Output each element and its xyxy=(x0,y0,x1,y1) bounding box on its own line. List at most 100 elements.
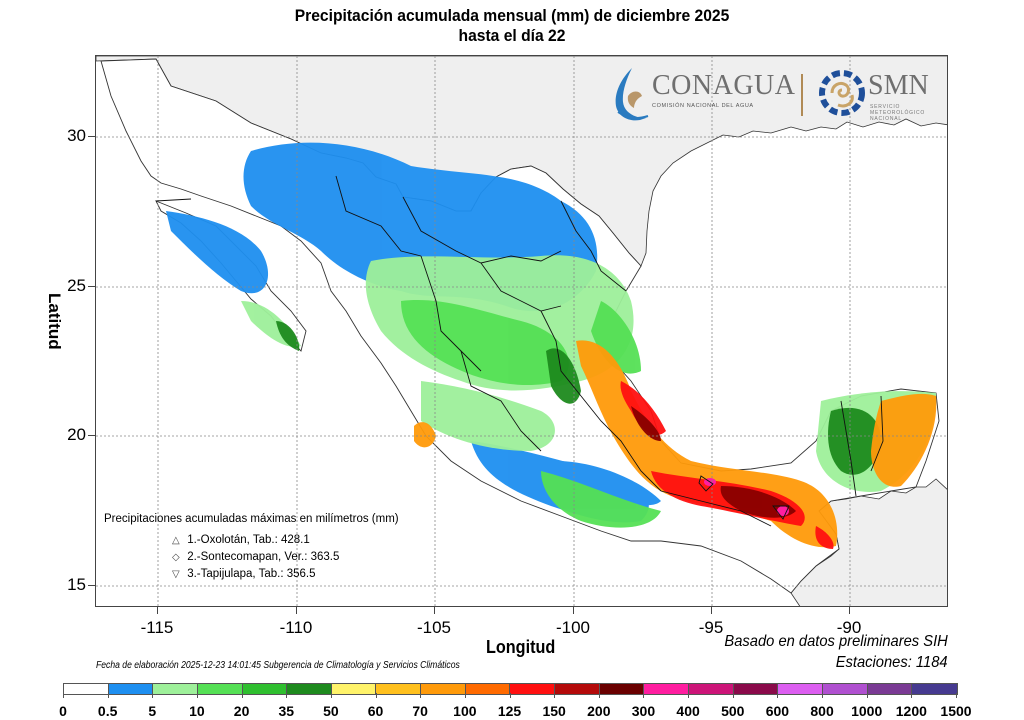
precipitation-map xyxy=(95,55,948,607)
map-gridlines xyxy=(96,56,947,606)
colorbar-tick xyxy=(911,693,913,698)
y-tick-20: 20 xyxy=(67,425,86,444)
smn-logo-icon xyxy=(819,70,865,116)
conagua-logo-icon xyxy=(615,68,649,121)
colorbar-tick xyxy=(866,693,868,698)
colorbar-tick xyxy=(509,693,511,698)
x-tick-100: -100 xyxy=(555,618,591,637)
colorbar-tick xyxy=(63,693,64,698)
colorbar-segment xyxy=(688,684,734,694)
x-tick-110: -110 xyxy=(279,618,313,637)
map-subtitle: hasta el día 22 xyxy=(458,26,566,45)
colorbar-segment xyxy=(555,684,600,694)
colorbar-label: 600 xyxy=(765,703,790,719)
colorbar-tick xyxy=(420,693,422,698)
triangle-up-icon: △ xyxy=(172,535,180,546)
smn-wordmark: SMN xyxy=(868,70,929,101)
x-tick-105: -105 xyxy=(416,618,452,637)
x-tick-mark xyxy=(296,607,297,614)
colorbar-segment xyxy=(599,684,645,694)
smn-subtitle-line2: METEOROLÓGICO xyxy=(870,110,926,116)
smn-subtitle: SERVICIO METEOROLÓGICO NACIONAL xyxy=(870,104,925,122)
colorbar-segment xyxy=(867,684,913,694)
y-axis-label-wrap: Latitud xyxy=(22,293,64,368)
smn-subtitle-line3: NACIONAL xyxy=(870,116,902,122)
y-tick-mark xyxy=(88,585,95,586)
colorbar-label: 10 xyxy=(189,703,205,719)
colorbar-label: 0.5 xyxy=(97,703,118,719)
colorbar-tick xyxy=(598,693,600,698)
colorbar-label: 35 xyxy=(278,703,295,719)
colorbar-tick xyxy=(554,693,556,698)
colorbar-label: 1500 xyxy=(940,703,972,719)
x-tick-90: -90 xyxy=(836,618,862,637)
colorbar-label: 100 xyxy=(453,703,477,719)
colorbar-segment xyxy=(242,684,288,694)
colorbar-tick xyxy=(732,693,734,698)
colorbar-label: 70 xyxy=(412,703,428,719)
x-tick-115: -115 xyxy=(140,618,174,637)
colorbar-label: 500 xyxy=(721,703,745,719)
colorbar-label: 300 xyxy=(631,703,656,719)
colorbar-segment xyxy=(108,684,154,694)
colorbar-tick xyxy=(777,693,779,698)
x-tick-mark xyxy=(849,607,850,614)
colorbar-segment xyxy=(153,684,198,694)
colorbar-segment xyxy=(376,684,422,694)
colorbar-tick xyxy=(956,693,957,698)
x-tick-mark xyxy=(434,607,435,614)
legend-item-1: △ 1.-Oxolotán, Tab.: 428.1 xyxy=(172,534,310,546)
x-tick-mark xyxy=(573,607,574,614)
colorbar-tick xyxy=(330,693,332,698)
colorbar-tick xyxy=(464,693,466,698)
conagua-wordmark: CONAGUA xyxy=(652,70,796,101)
colorbar-label: 20 xyxy=(233,703,250,719)
colorbar-label: 800 xyxy=(810,703,834,719)
state-borders xyxy=(155,175,884,527)
legend-item-3-text: 3.-Tapijulapa, Tab.: 356.5 xyxy=(187,568,316,580)
colorbar xyxy=(63,683,958,695)
colorbar-segment xyxy=(287,684,332,694)
colorbar-segment xyxy=(197,684,243,694)
colorbar-tick xyxy=(822,693,824,698)
logos-panel: CONAGUA COMISIÓN NACIONAL DEL AGUA SMN S… xyxy=(610,64,940,124)
colorbar-segment xyxy=(510,684,556,694)
colorbar-tick xyxy=(196,693,198,698)
y-tick-15: 15 xyxy=(67,575,86,594)
colorbar-segment xyxy=(421,684,466,694)
legend-item-2-text: 2.-Sontecomapan, Ver.: 363.5 xyxy=(187,551,340,563)
colorbar-segment xyxy=(912,684,957,694)
colorbar-label: 5 xyxy=(148,703,157,719)
colorbar-segment xyxy=(778,684,823,694)
colorbar-label: 60 xyxy=(367,703,384,719)
precip-field-darkgreen xyxy=(276,321,881,475)
colorbar-label: 1000 xyxy=(851,703,883,719)
colorbar-label: 0 xyxy=(59,703,67,719)
colorbar-label: 50 xyxy=(323,703,339,719)
map-canvas xyxy=(96,56,947,606)
x-tick-mark xyxy=(157,607,158,614)
colorbar-segment xyxy=(822,684,868,694)
colorbar-segment xyxy=(644,684,689,694)
colorbar-segment xyxy=(465,684,511,694)
colorbar-tick xyxy=(107,693,109,698)
colorbar-label: 200 xyxy=(587,703,611,719)
conagua-subtitle: COMISIÓN NACIONAL DEL AGUA xyxy=(652,103,754,109)
logo-divider xyxy=(801,74,803,116)
precip-field-green xyxy=(401,300,661,528)
x-tick-mark xyxy=(711,607,712,614)
y-tick-mark xyxy=(88,286,95,287)
colorbar-segment xyxy=(64,684,109,694)
colorbar-label: 1200 xyxy=(895,703,927,719)
x-axis-label: Longitud xyxy=(486,637,556,657)
stations-count: Estaciones: 1184 xyxy=(836,654,948,671)
y-tick-25: 25 xyxy=(67,276,86,295)
y-tick-mark xyxy=(88,435,95,436)
x-tick-95: -95 xyxy=(698,618,724,637)
colorbar-label: 150 xyxy=(542,703,566,719)
smn-subtitle-line1: SERVICIO xyxy=(870,104,901,110)
colorbar-segment xyxy=(733,684,779,694)
max-stations-legend: Precipitaciones acumuladas máximas en mi… xyxy=(104,513,399,580)
y-tick-30: 30 xyxy=(67,126,86,145)
legend-item-1-text: 1.-Oxolotán, Tab.: 428.1 xyxy=(187,534,310,546)
